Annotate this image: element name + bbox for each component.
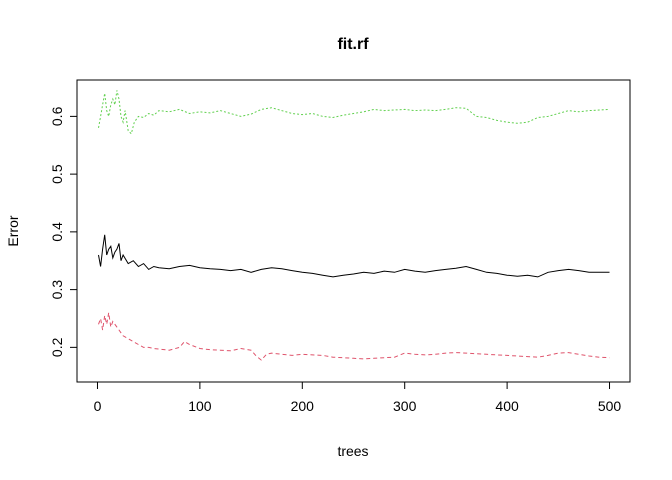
y-axis: 0.2 0.3 0.4 0.5 0.6 — [49, 106, 78, 357]
y-axis-label: Error — [5, 215, 21, 246]
y-tick-label: 0.6 — [49, 106, 65, 126]
x-axis-label: trees — [337, 443, 368, 459]
x-tick-label: 400 — [495, 398, 519, 414]
x-tick-label: 200 — [291, 398, 315, 414]
x-tick-label: 300 — [393, 398, 417, 414]
y-tick-label: 0.2 — [49, 337, 65, 357]
series-line-2 — [98, 312, 610, 361]
series-line-1 — [98, 234, 610, 278]
x-tick-label: 100 — [188, 398, 212, 414]
x-tick-label: 0 — [94, 398, 102, 414]
plot-frame — [76, 79, 631, 383]
series-layer — [98, 90, 610, 361]
y-tick-label: 0.5 — [49, 164, 65, 184]
y-tick-label: 0.3 — [49, 280, 65, 300]
x-axis: 0 100 200 300 400 500 — [94, 381, 622, 414]
series-line-3 — [98, 90, 610, 135]
y-tick-label: 0.4 — [49, 222, 65, 242]
chart-title: fit.rf — [337, 36, 369, 53]
x-tick-label: 500 — [598, 398, 622, 414]
